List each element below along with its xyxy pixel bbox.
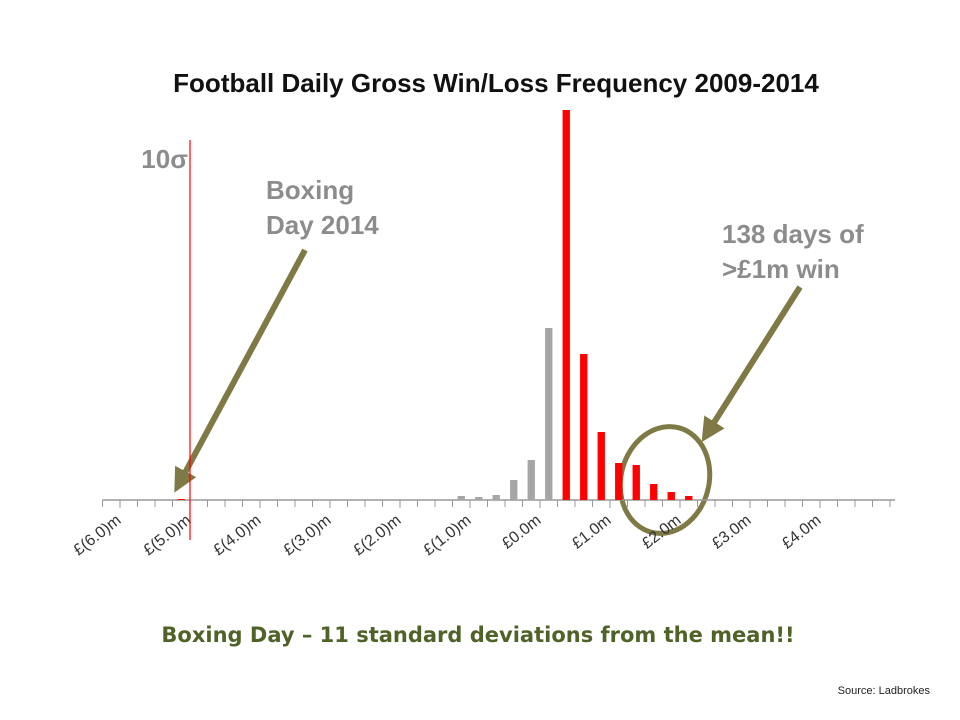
bar: [527, 460, 535, 500]
bar: [615, 463, 623, 500]
x-tick-label: £0.0m: [499, 512, 545, 553]
highlight-circle: [617, 424, 713, 536]
source: Source: Ladbrokes: [838, 685, 931, 697]
annotation: Boxing: [266, 175, 354, 205]
bar: [597, 432, 605, 500]
bar: [545, 328, 553, 500]
bar: [685, 496, 693, 500]
x-tick-label: £3.0m: [709, 512, 755, 553]
bar: [650, 484, 658, 500]
annotation: 138 days of: [722, 219, 864, 249]
bar: [667, 492, 675, 500]
bar: [457, 496, 465, 500]
bar: [475, 497, 483, 500]
sigma-label: 10σ: [141, 144, 188, 174]
x-tick-label: £(6.0)m: [71, 512, 125, 559]
bar: [177, 499, 185, 500]
annotation: Day 2014: [266, 210, 379, 240]
x-tick-label: £(3.0)m: [281, 512, 335, 559]
bar: [580, 354, 588, 500]
x-tick-label: £(5.0)m: [141, 512, 195, 559]
bar: [632, 465, 640, 500]
x-tick-label: £(1.0)m: [421, 512, 475, 559]
annotation: >£1m win: [722, 254, 840, 284]
bar: [510, 480, 518, 500]
bar: [492, 495, 500, 500]
arrow: [701, 285, 803, 443]
arrow: [174, 248, 308, 493]
x-tick-label: £4.0m: [779, 512, 825, 553]
x-tick-label: £(2.0)m: [351, 512, 405, 559]
x-tick-label: £1.0m: [569, 512, 615, 553]
chart-title: Football Daily Gross Win/Loss Frequency …: [173, 68, 819, 98]
bar: [562, 110, 570, 500]
x-tick-label: £(4.0)m: [211, 512, 265, 559]
footer: Boxing Day – 11 standard deviations from…: [161, 623, 794, 647]
